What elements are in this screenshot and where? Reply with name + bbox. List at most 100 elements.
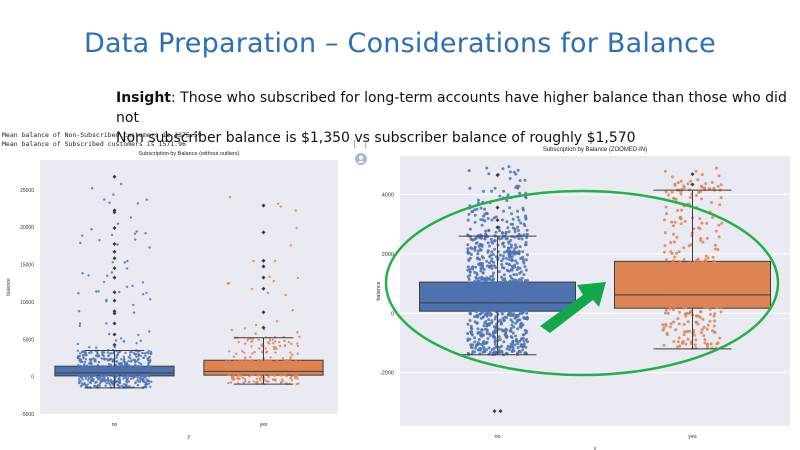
data-point	[136, 376, 139, 379]
data-point	[674, 197, 678, 201]
data-point	[274, 378, 277, 381]
cell-bracket-icon[interactable]: [ ]	[352, 140, 369, 150]
data-point	[714, 295, 718, 298]
data-point	[513, 286, 517, 290]
data-point	[664, 190, 668, 194]
data-point	[110, 271, 114, 274]
data-point	[486, 249, 490, 253]
data-point	[513, 343, 517, 347]
data-point	[504, 256, 508, 260]
data-point	[515, 338, 518, 342]
data-point	[149, 365, 152, 368]
data-point	[500, 231, 504, 235]
data-point	[284, 369, 288, 372]
data-point	[145, 378, 148, 381]
data-point	[713, 331, 717, 334]
data-point	[79, 385, 83, 388]
data-point	[490, 218, 494, 222]
data-point	[84, 360, 87, 364]
data-point	[104, 384, 107, 387]
data-point	[466, 243, 470, 247]
data-point	[118, 376, 121, 379]
data-point	[708, 307, 712, 311]
data-point	[274, 346, 277, 349]
data-point	[524, 240, 528, 244]
data-point	[663, 244, 667, 248]
data-point	[89, 377, 92, 380]
data-point	[507, 255, 511, 259]
data-point	[702, 325, 706, 329]
data-point	[677, 336, 681, 340]
data-point	[677, 250, 681, 254]
data-point	[686, 337, 690, 341]
data-point	[473, 245, 477, 249]
data-point	[677, 298, 681, 302]
data-point	[84, 358, 88, 361]
data-point	[682, 184, 686, 188]
data-point	[508, 345, 512, 349]
outlier-marker	[112, 256, 117, 261]
data-point	[100, 365, 103, 368]
data-point	[668, 325, 672, 329]
data-point	[512, 312, 516, 316]
data-point	[698, 217, 702, 221]
data-point	[516, 168, 520, 172]
data-point	[297, 372, 301, 375]
data-point	[664, 290, 668, 294]
data-point	[710, 270, 714, 273]
data-point	[478, 248, 482, 251]
data-point	[291, 372, 294, 376]
data-point	[684, 296, 688, 299]
data-point	[130, 350, 134, 354]
data-point	[139, 377, 142, 381]
data-point	[489, 313, 493, 316]
data-point	[679, 217, 683, 221]
data-point	[239, 372, 242, 375]
data-point	[509, 307, 512, 311]
data-point	[515, 261, 519, 265]
data-point	[500, 259, 504, 263]
data-point	[698, 238, 702, 242]
data-point	[705, 221, 709, 225]
data-point	[106, 377, 110, 380]
data-point	[498, 237, 502, 241]
data-point	[484, 229, 488, 233]
data-point	[105, 322, 108, 325]
data-point	[87, 365, 91, 369]
data-point	[696, 289, 700, 292]
data-point	[125, 267, 129, 270]
data-point	[473, 336, 477, 340]
data-point	[669, 241, 673, 244]
data-point	[296, 352, 299, 355]
data-point	[291, 309, 294, 312]
data-point	[680, 297, 684, 301]
data-point	[702, 298, 706, 302]
data-point	[79, 352, 82, 355]
data-point	[284, 293, 287, 297]
data-point	[255, 377, 259, 380]
data-point	[663, 231, 667, 235]
insight-line-2: Non subscriber balance is $1,350 vs subs…	[116, 130, 636, 146]
outlier-marker	[112, 249, 117, 254]
data-point	[668, 295, 672, 299]
data-point	[149, 298, 152, 301]
y-tick-label: -5000	[21, 412, 34, 418]
data-point	[480, 328, 484, 332]
data-point	[234, 361, 237, 364]
data-point	[703, 284, 707, 288]
data-point	[139, 354, 142, 357]
data-point	[138, 380, 141, 383]
data-point	[673, 301, 677, 305]
data-point	[272, 367, 276, 371]
data-point	[516, 299, 520, 302]
data-point	[499, 287, 503, 291]
data-point	[662, 300, 666, 304]
data-point	[694, 169, 698, 173]
data-point	[516, 314, 520, 318]
data-point	[522, 222, 526, 226]
data-point	[515, 305, 519, 309]
data-point	[137, 358, 140, 361]
data-point	[92, 374, 96, 378]
data-point	[147, 349, 150, 353]
outlier-marker	[495, 225, 500, 230]
